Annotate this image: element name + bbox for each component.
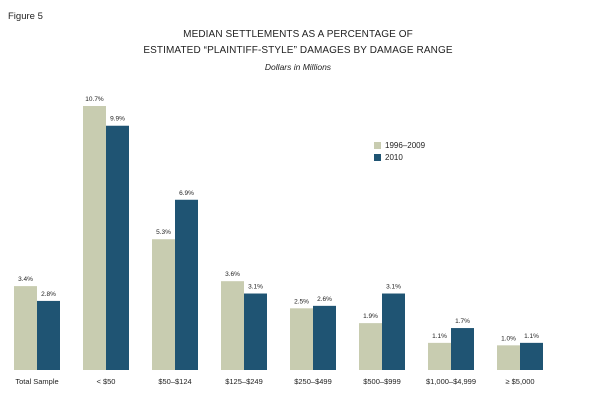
bar-1996-2009-1 [83, 106, 106, 370]
legend-label-2010: 2010 [385, 152, 403, 162]
bar-1996-2009-0 [14, 286, 37, 370]
category-label-7: ≥ $5,000 [505, 377, 534, 386]
bar-1996-2009-6 [428, 342, 451, 370]
data-label-2010-2: 6.9% [179, 190, 194, 197]
data-label-2010-5: 3.1% [386, 284, 401, 291]
bar-2010-3 [244, 293, 267, 370]
data-label-1996-2009-7: 1.0% [501, 335, 516, 342]
data-label-2010-4: 2.6% [317, 296, 332, 303]
category-label-1: < $50 [97, 377, 116, 386]
bar-2010-0 [37, 300, 60, 370]
category-label-3: $125–$249 [225, 377, 263, 386]
data-label-2010-1: 9.9% [110, 116, 125, 123]
data-label-1996-2009-5: 1.9% [363, 313, 378, 320]
chart-subtitle: Dollars in Millions [264, 62, 332, 72]
legend-label-1996-2009: 1996–2009 [385, 140, 426, 150]
category-label-6: $1,000–$4,999 [426, 377, 476, 386]
category-label-5: $500–$999 [363, 377, 401, 386]
legend-item-1996-2009: 1996–2009 [374, 139, 425, 151]
data-label-1996-2009-0: 3.4% [18, 276, 33, 283]
bar-1996-2009-3 [221, 281, 244, 370]
bar-2010-6 [451, 328, 474, 370]
chart-title-line2: ESTIMATED “PLAINTIFF-STYLE” DAMAGES BY D… [143, 45, 453, 56]
bar-2010-2 [175, 199, 198, 370]
data-label-1996-2009-2: 5.3% [156, 229, 171, 236]
bar-2010-1 [106, 125, 129, 371]
bar-2010-5 [382, 293, 405, 370]
bar-2010-4 [313, 305, 336, 370]
data-label-1996-2009-6: 1.1% [432, 333, 447, 340]
legend-swatch-2010 [374, 153, 381, 161]
category-label-2: $50–$124 [158, 377, 191, 386]
data-label-1996-2009-1: 10.7% [85, 96, 104, 103]
data-label-1996-2009-4: 2.5% [294, 298, 309, 305]
data-label-2010-7: 1.1% [524, 333, 539, 340]
data-label-2010-3: 3.1% [248, 284, 263, 291]
chart-title-line1: MEDIAN SETTLEMENTS AS A PERCENTAGE OF [183, 29, 413, 40]
bar-1996-2009-2 [152, 239, 175, 370]
category-label-4: $250–$499 [294, 377, 332, 386]
data-label-2010-6: 1.7% [455, 318, 470, 325]
data-label-2010-0: 2.8% [41, 291, 56, 298]
bar-2010-7 [520, 342, 543, 370]
bar-1996-2009-4 [290, 308, 313, 370]
legend-swatch-1996-2009 [374, 141, 381, 149]
bar-1996-2009-7 [497, 345, 520, 370]
bar-1996-2009-5 [359, 323, 382, 370]
category-label-0: Total Sample [15, 377, 58, 386]
legend-item-2010: 2010 [374, 151, 425, 163]
data-label-1996-2009-3: 3.6% [225, 271, 240, 278]
chart-legend: 1996–2009 2010 [374, 139, 425, 163]
figure-label: Figure 5 [8, 11, 43, 22]
